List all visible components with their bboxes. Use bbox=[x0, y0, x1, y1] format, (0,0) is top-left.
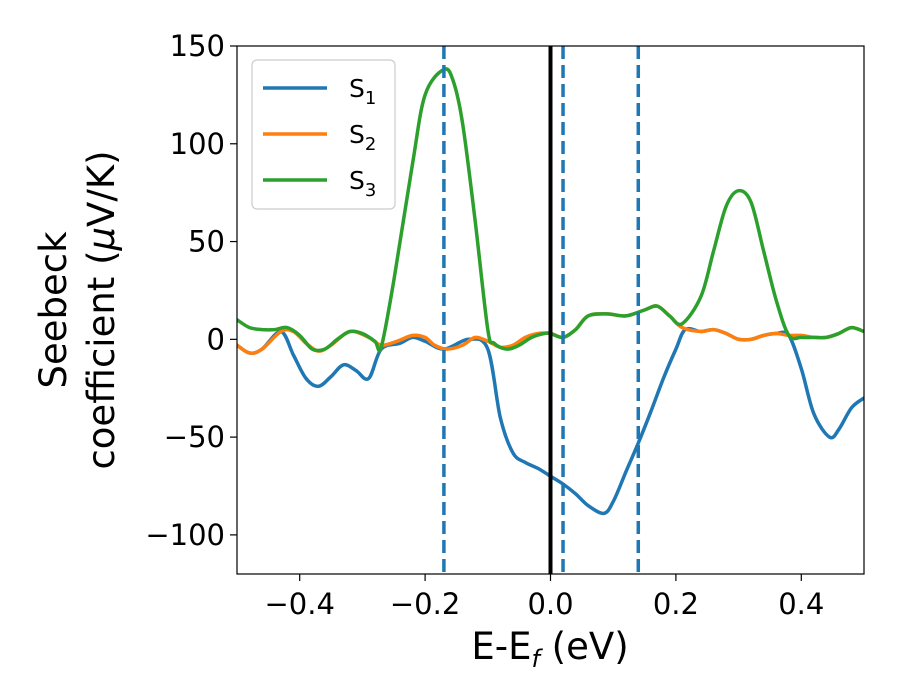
legend-label-s1: S1 bbox=[349, 74, 376, 109]
series-line-s3 bbox=[237, 67, 864, 353]
x-axis-ticks: −0.4 −0.2 0.0 0.2 0.4 bbox=[264, 574, 824, 621]
y-tick-label: −100 bbox=[145, 518, 225, 552]
y-axis-label: Seebeck coefficient (μV/K) bbox=[32, 150, 123, 469]
x-tick-label: −0.4 bbox=[264, 587, 334, 621]
y-tick-label: −50 bbox=[164, 420, 225, 454]
x-tick-label: 0.4 bbox=[778, 587, 824, 621]
y-axis-ticks: −100 −50 0 50 100 150 bbox=[145, 29, 237, 552]
legend-label-s2: S2 bbox=[349, 120, 376, 155]
x-tick-label: 0.2 bbox=[653, 587, 699, 621]
y-axis-label-line1: Seebeck bbox=[32, 231, 75, 389]
x-tick-label: 0.0 bbox=[527, 587, 573, 621]
legend: S1 S2 S3 bbox=[251, 59, 396, 210]
vertical-lines bbox=[442, 46, 641, 574]
y-tick-label: 0 bbox=[207, 322, 225, 356]
y-tick-label: 150 bbox=[170, 29, 225, 63]
x-tick-label: −0.2 bbox=[390, 587, 460, 621]
x-axis-label: E-Ef (eV) bbox=[471, 625, 628, 673]
y-tick-label: 100 bbox=[170, 127, 225, 161]
legend-label-s3: S3 bbox=[349, 166, 376, 201]
y-axis-label-line2: coefficient (μV/K) bbox=[80, 150, 123, 469]
y-tick-label: 50 bbox=[188, 225, 225, 259]
